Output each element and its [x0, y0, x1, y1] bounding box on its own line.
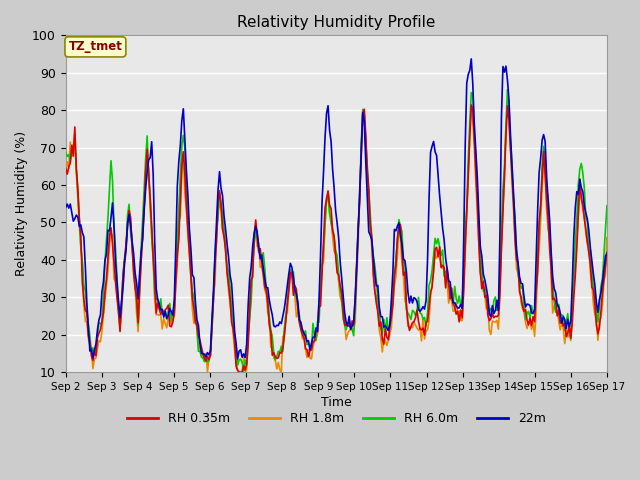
Legend: RH 0.35m, RH 1.8m, RH 6.0m, 22m: RH 0.35m, RH 1.8m, RH 6.0m, 22m — [122, 407, 551, 430]
Y-axis label: Relativity Humidity (%): Relativity Humidity (%) — [15, 131, 28, 276]
X-axis label: Time: Time — [321, 396, 352, 409]
Text: TZ_tmet: TZ_tmet — [68, 40, 122, 53]
Title: Relativity Humidity Profile: Relativity Humidity Profile — [237, 15, 436, 30]
